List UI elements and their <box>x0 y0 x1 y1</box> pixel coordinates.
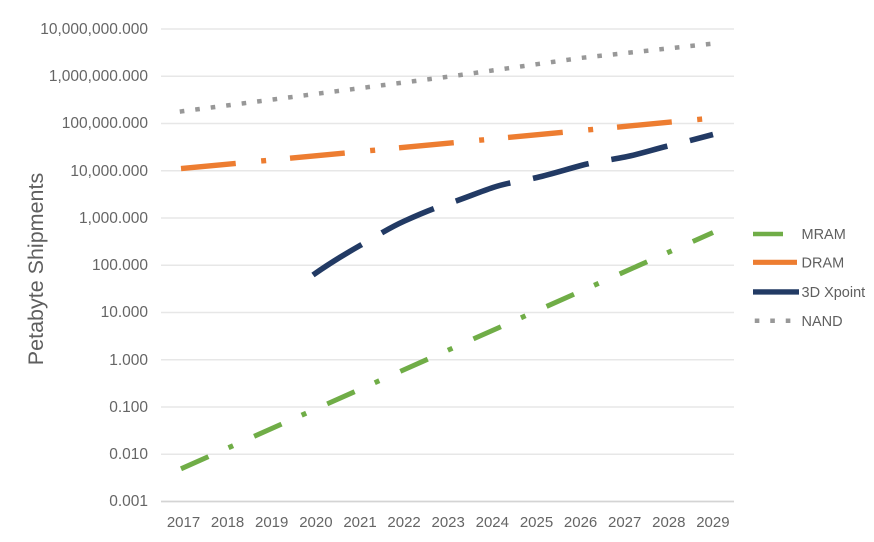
svg-text:DRAM: DRAM <box>802 256 845 272</box>
svg-text:MRAM: MRAM <box>802 227 846 243</box>
svg-text:1,000,000.000: 1,000,000.000 <box>49 68 149 85</box>
svg-text:2020: 2020 <box>299 514 332 531</box>
svg-text:2021: 2021 <box>343 514 376 531</box>
svg-text:0.001: 0.001 <box>109 493 148 510</box>
svg-text:Petabyte Shipments: Petabyte Shipments <box>24 173 48 365</box>
svg-text:2026: 2026 <box>564 514 597 531</box>
svg-text:2017: 2017 <box>167 514 200 531</box>
svg-text:2018: 2018 <box>211 514 244 531</box>
svg-text:2024: 2024 <box>476 514 509 531</box>
svg-text:1.000: 1.000 <box>109 352 148 369</box>
svg-text:10.000: 10.000 <box>101 304 149 321</box>
svg-text:2028: 2028 <box>652 514 685 531</box>
svg-text:10,000.000: 10,000.000 <box>70 163 148 180</box>
svg-text:2022: 2022 <box>387 514 420 531</box>
svg-text:2029: 2029 <box>696 514 729 531</box>
svg-text:2025: 2025 <box>520 514 553 531</box>
svg-text:0.100: 0.100 <box>109 399 148 416</box>
svg-text:2023: 2023 <box>432 514 465 531</box>
svg-text:2027: 2027 <box>608 514 641 531</box>
svg-text:100,000.000: 100,000.000 <box>62 115 149 132</box>
svg-text:0.010: 0.010 <box>109 446 148 463</box>
svg-text:3D Xpoint: 3D Xpoint <box>802 285 866 301</box>
svg-text:1,000.000: 1,000.000 <box>79 210 148 227</box>
svg-text:2019: 2019 <box>255 514 288 531</box>
svg-text:NAND: NAND <box>802 314 843 330</box>
svg-text:10,000,000.000: 10,000,000.000 <box>40 21 148 38</box>
svg-text:100.000: 100.000 <box>92 257 148 274</box>
